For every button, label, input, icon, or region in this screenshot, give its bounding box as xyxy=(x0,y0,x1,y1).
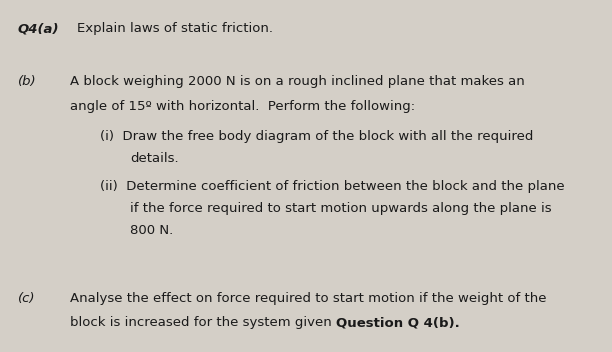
Text: block is increased for the system given: block is increased for the system given xyxy=(70,316,336,329)
Text: (ii)  Determine coefficient of friction between the block and the plane: (ii) Determine coefficient of friction b… xyxy=(100,180,565,193)
Text: (i)  Draw the free body diagram of the block with all the required: (i) Draw the free body diagram of the bl… xyxy=(100,130,534,143)
Text: (b): (b) xyxy=(18,75,37,88)
Text: A block weighing 2000 N is on a rough inclined plane that makes an: A block weighing 2000 N is on a rough in… xyxy=(70,75,524,88)
Text: (c): (c) xyxy=(18,292,35,305)
Text: details.: details. xyxy=(130,152,179,165)
Text: 800 N.: 800 N. xyxy=(130,224,173,237)
Text: angle of 15º with horizontal.  Perform the following:: angle of 15º with horizontal. Perform th… xyxy=(70,100,415,113)
Text: if the force required to start motion upwards along the plane is: if the force required to start motion up… xyxy=(130,202,551,215)
Text: Question Q 4(b).: Question Q 4(b). xyxy=(336,316,460,329)
Text: Q4(a): Q4(a) xyxy=(18,22,59,35)
Text: Explain laws of static friction.: Explain laws of static friction. xyxy=(59,22,272,35)
Text: Analyse the effect on force required to start motion if the weight of the: Analyse the effect on force required to … xyxy=(70,292,547,305)
